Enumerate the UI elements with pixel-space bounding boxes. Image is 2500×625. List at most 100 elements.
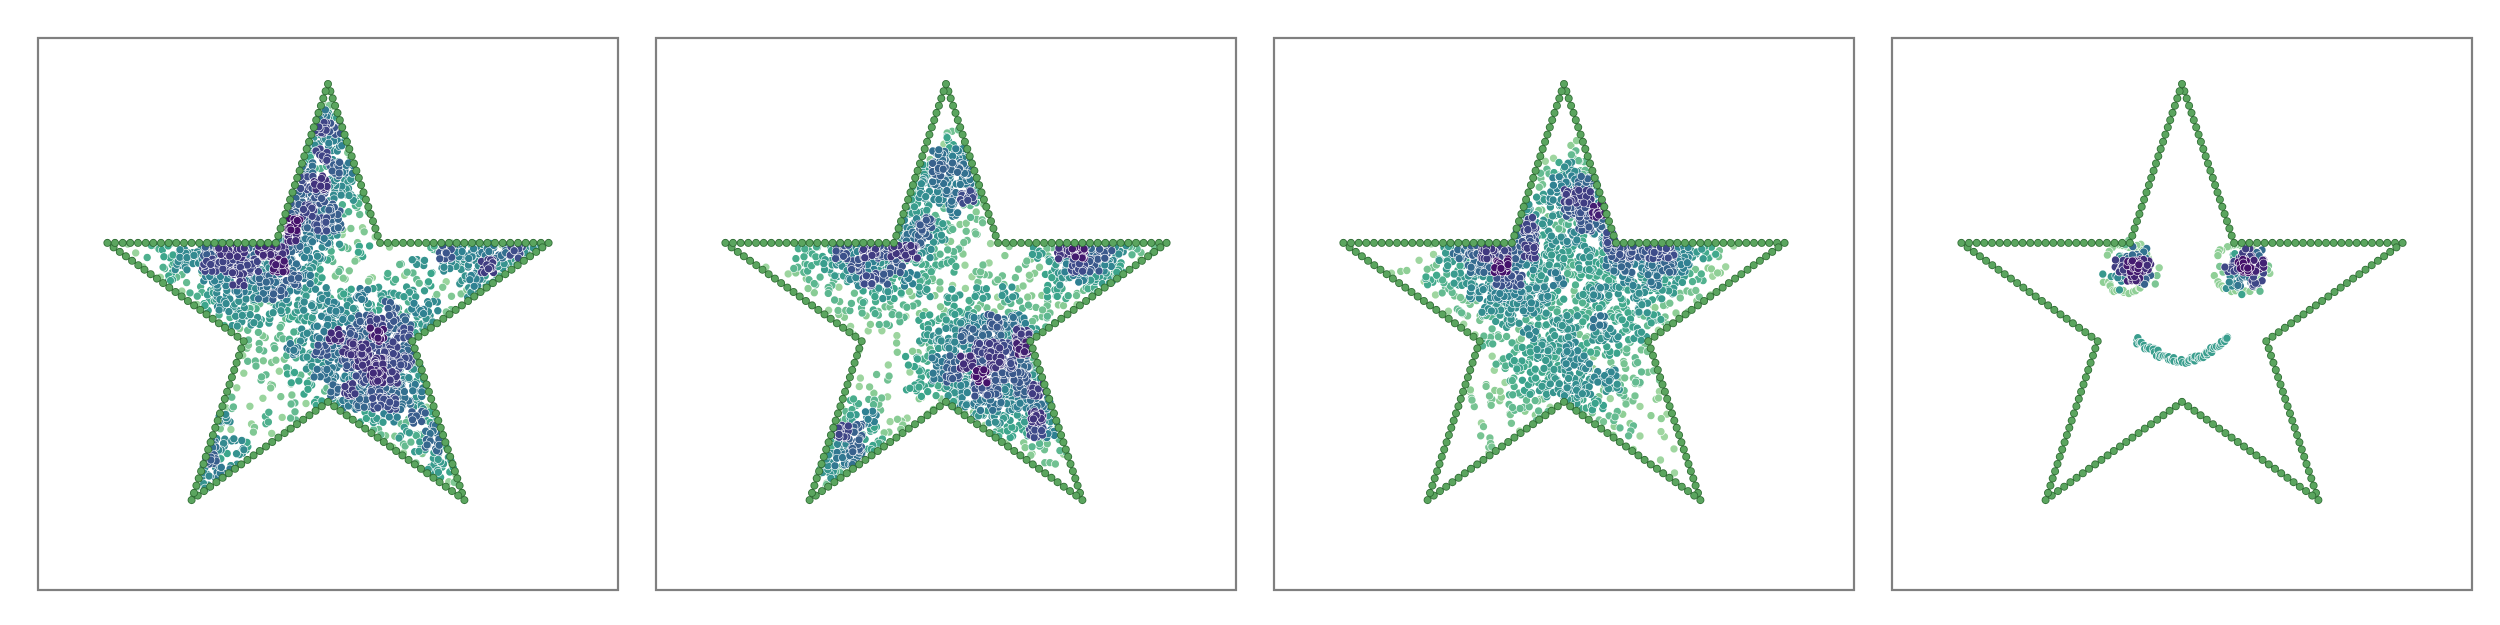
outline-point (1045, 394, 1054, 403)
sample-point (983, 390, 992, 400)
sample-point (406, 437, 416, 447)
sample-point (278, 267, 288, 277)
outline-point (446, 452, 455, 461)
sample-point (258, 251, 268, 260)
outline-point (1064, 452, 1073, 461)
sample-point (819, 259, 829, 268)
outline-point (845, 328, 854, 337)
sample-point (1028, 250, 1037, 259)
outline-point (1038, 373, 1047, 382)
sample-point (322, 226, 331, 236)
outline-point (1063, 310, 1072, 319)
sample-point (1043, 311, 1052, 321)
outline-point (501, 270, 510, 279)
sample-point (335, 158, 344, 167)
sample-point (950, 310, 960, 319)
sample-point (317, 174, 326, 183)
sample-point (846, 410, 855, 420)
outline-point (1150, 247, 1159, 256)
sample-point (942, 133, 952, 142)
sample-point (158, 262, 168, 272)
outline-point (948, 402, 957, 411)
outline-point (1032, 238, 1041, 247)
outline-point (942, 80, 951, 89)
sample-point (1016, 329, 1026, 339)
outline-point (985, 429, 994, 438)
sample-point (922, 285, 932, 294)
sample-point (956, 351, 966, 361)
outline-point (385, 442, 394, 451)
outline-point (973, 420, 982, 429)
sample-point (299, 305, 309, 315)
sample-point (848, 447, 858, 457)
outline-point (423, 469, 432, 478)
sample-point (1028, 316, 1037, 326)
sample-point (941, 315, 951, 325)
panels (36, 36, 2474, 592)
outline-point (412, 351, 421, 360)
sample-point (991, 417, 1000, 427)
outline-point (316, 101, 325, 110)
outline-point (826, 314, 835, 323)
sample-point (229, 434, 239, 444)
outline-point (187, 496, 196, 505)
outline-point (544, 238, 553, 247)
outline-point (230, 464, 239, 473)
outline-point (1040, 380, 1049, 389)
outline-point (422, 238, 431, 247)
sample-point (845, 306, 855, 315)
sample-point (286, 413, 295, 423)
sample-point (308, 237, 317, 246)
sample-point (294, 376, 304, 386)
sample-point (385, 397, 395, 407)
sample-point (182, 265, 192, 275)
outline-point (299, 415, 308, 424)
sample-point (947, 284, 957, 294)
sample-point (981, 284, 991, 294)
outline-point (1035, 365, 1044, 374)
outline-point (1109, 238, 1118, 247)
outline-point (1050, 409, 1059, 418)
outline-point (898, 429, 907, 438)
outline-point (342, 411, 351, 420)
sample-point (271, 260, 281, 270)
sample-point (959, 238, 969, 247)
sample-point (951, 262, 961, 271)
sample-point (335, 240, 344, 249)
outline-point (233, 238, 242, 247)
sample-point (344, 266, 354, 276)
sample-point (956, 318, 966, 328)
outline-point (845, 373, 854, 382)
sample-point (858, 298, 868, 307)
sample-point (301, 399, 311, 408)
outline-point (1162, 238, 1171, 247)
sample-point (905, 383, 915, 393)
outline-point (424, 387, 433, 396)
sample-point (365, 241, 374, 251)
outline-point (187, 238, 196, 247)
sample-point (847, 265, 856, 274)
sample-point (834, 282, 844, 292)
sample-point (311, 284, 320, 294)
sample-point (942, 186, 952, 195)
sample-point (854, 382, 864, 391)
sample-point (921, 192, 931, 201)
sample-point (302, 352, 312, 362)
sample-point (324, 138, 334, 148)
outline-point (276, 224, 285, 233)
outline-point (1116, 238, 1125, 247)
sample-point (894, 310, 904, 320)
sample-point (934, 326, 944, 336)
sample-point (870, 292, 880, 301)
sample-point (867, 251, 877, 260)
outline-point (1100, 283, 1109, 292)
sample-point (185, 288, 195, 298)
sample-point (1071, 252, 1080, 262)
outline-point (336, 406, 345, 415)
outline-point (1156, 243, 1165, 252)
outline-point (367, 429, 376, 438)
sample-point (979, 365, 989, 375)
sample-point (1037, 426, 1046, 435)
outline-point (399, 238, 408, 247)
sample-point (948, 374, 957, 383)
